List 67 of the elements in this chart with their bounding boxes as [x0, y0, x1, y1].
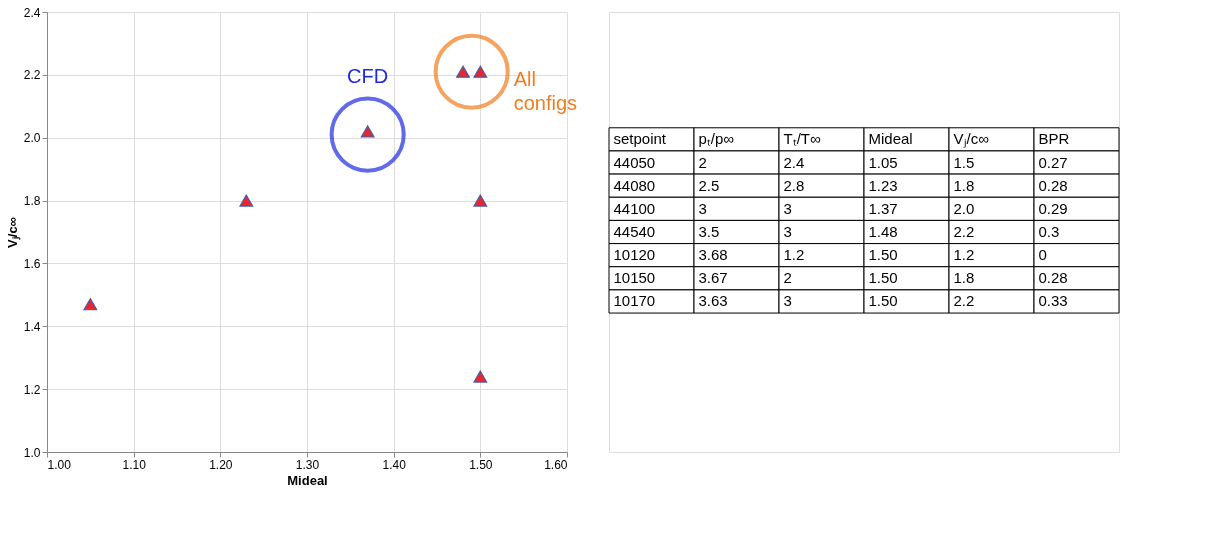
text: 1.50: [868, 269, 898, 287]
y-axis-title: Vⱼ/c∞: [4, 217, 21, 248]
text: 10150: [613, 269, 656, 287]
text: 2.8: [783, 176, 805, 194]
text: 10170: [613, 292, 656, 310]
text: 0.28: [1038, 269, 1068, 287]
text: 2.4: [783, 153, 805, 171]
text: 1.23: [868, 176, 898, 194]
text: 1.50: [868, 292, 898, 310]
text: 0.3: [1038, 223, 1060, 240]
text: 10120: [613, 246, 656, 264]
category-label: Mideal: [868, 130, 913, 148]
text: 3: [783, 223, 792, 240]
annotation: All configs: [513, 67, 578, 114]
text: 3.5: [698, 223, 720, 240]
x-tick-label: 1.20: [209, 457, 233, 472]
category-label: Vⱼ/c∞: [953, 130, 990, 149]
text: 2.2: [953, 292, 975, 310]
text: 2: [698, 153, 707, 171]
y-tick-label: 1.4: [23, 319, 41, 334]
text: 3.67: [698, 269, 728, 287]
text: 3.63: [698, 292, 728, 310]
text: 44100: [613, 199, 656, 217]
text: 1.2: [783, 246, 805, 264]
text: 1.48: [868, 223, 898, 240]
text: 0.27: [1038, 153, 1068, 171]
text: 1.8: [953, 269, 975, 287]
text: 2.0: [953, 199, 975, 217]
text: 1.50: [868, 246, 898, 264]
text: 1.05: [868, 153, 898, 171]
text: 3: [783, 199, 792, 217]
text: 1.8: [953, 176, 975, 194]
text: 44050: [613, 153, 656, 171]
category-label: BPR: [1038, 130, 1070, 148]
x-tick-label: 1.60: [544, 457, 568, 472]
text: 0.29: [1038, 199, 1068, 217]
y-tick-label: 1.0: [23, 445, 41, 460]
y-tick-label: 2.0: [23, 131, 41, 146]
text: 0: [1038, 246, 1047, 264]
x-tick-label: 1.50: [469, 457, 493, 472]
text: 0.33: [1038, 292, 1068, 310]
category-label: setpoint: [613, 130, 667, 148]
y-tick-label: 2.2: [23, 68, 41, 83]
x-tick-label: 1.00: [47, 457, 72, 472]
y-tick-label: 1.6: [23, 256, 41, 271]
text: 3: [698, 199, 707, 217]
text: 2.2: [953, 223, 975, 240]
text: 3.68: [698, 246, 728, 264]
y-tick-label: 1.8: [23, 194, 41, 209]
text: 44080: [613, 176, 656, 194]
y-tick-label: 2.4: [23, 5, 41, 20]
text: 44540: [613, 223, 656, 240]
x-axis-title: Mideal: [287, 472, 328, 488]
text: 2.5: [698, 176, 720, 194]
x-tick-label: 1.30: [295, 457, 320, 472]
text: 0.28: [1038, 176, 1068, 194]
text: 3: [783, 292, 792, 310]
text: 1.5: [953, 153, 975, 171]
annotation: CFD: [347, 64, 389, 87]
category-label: pₜ/p∞: [698, 130, 735, 148]
y-tick-label: 1.2: [23, 382, 41, 397]
category-label: Tₜ/T∞: [783, 130, 821, 148]
x-tick-label: 1.10: [122, 457, 147, 472]
x-tick-label: 1.40: [382, 457, 407, 472]
text: 1.37: [868, 199, 898, 217]
text: 1.2: [953, 246, 975, 264]
text: 2: [783, 269, 792, 287]
